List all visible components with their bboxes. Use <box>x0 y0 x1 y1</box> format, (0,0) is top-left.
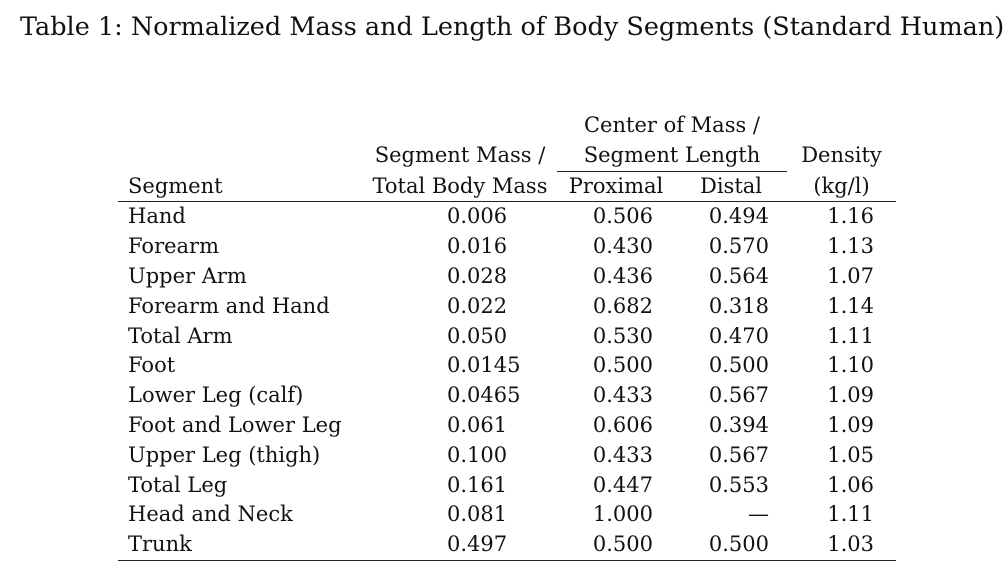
cell-mass: 0.081 <box>447 502 508 527</box>
cell-distal: — <box>748 502 769 527</box>
header-spacer <box>363 111 557 141</box>
table-row: Hand 0.006 0.506 0.494 1.16 <box>118 202 896 232</box>
cell-distal: 0.318 <box>708 293 769 318</box>
cell-distal: 0.567 <box>708 383 769 408</box>
cell-proximal: 0.530 <box>592 323 653 348</box>
table-caption: Table 1: Normalized Mass and Length of B… <box>20 12 1005 42</box>
cell-distal: 0.500 <box>708 353 769 378</box>
header-proximal: Proximal <box>557 171 675 203</box>
header-com-line1: Center of Mass / <box>583 113 761 137</box>
table-row: Upper Leg (thigh) 0.100 0.433 0.567 1.05 <box>118 441 896 471</box>
cell-density: 1.10 <box>827 353 874 378</box>
cell-proximal: 0.682 <box>592 293 653 318</box>
header-spacer <box>118 111 363 141</box>
cell-density: 1.11 <box>827 323 874 348</box>
table-body: Hand 0.006 0.506 0.494 1.16 Forearm 0.01… <box>118 202 896 561</box>
header-mass-line2: Total Body Mass <box>363 171 557 203</box>
table-row: Total Leg 0.161 0.447 0.553 1.06 <box>118 471 896 501</box>
cell-mass: 0.028 <box>447 263 508 288</box>
cell-segment: Total Leg <box>128 472 228 497</box>
table-row: Foot 0.0145 0.500 0.500 1.10 <box>118 351 896 381</box>
cell-proximal: 0.506 <box>592 204 653 229</box>
cell-segment: Upper Arm <box>128 263 247 288</box>
cell-proximal: 0.433 <box>592 442 653 467</box>
cell-mass: 0.100 <box>447 442 508 467</box>
cell-distal: 0.567 <box>708 442 769 467</box>
table-row: Foot and Lower Leg 0.061 0.606 0.394 1.0… <box>118 411 896 441</box>
header-spacer <box>787 111 896 141</box>
cell-segment: Upper Leg (thigh) <box>128 442 321 467</box>
cell-distal: 0.570 <box>708 234 769 259</box>
table-row: Upper Arm 0.028 0.436 0.564 1.07 <box>118 262 896 292</box>
cell-density: 1.03 <box>787 530 896 561</box>
cell-segment: Total Arm <box>128 323 233 348</box>
cell-mass: 0.022 <box>447 293 508 318</box>
table-row: Forearm 0.016 0.430 0.570 1.13 <box>118 232 896 262</box>
table-row: Total Arm 0.050 0.530 0.470 1.11 <box>118 322 896 352</box>
cell-distal: 0.500 <box>675 530 787 561</box>
cell-proximal: 1.000 <box>592 502 653 527</box>
cell-density: 1.09 <box>827 412 874 437</box>
header-spacer <box>118 141 363 171</box>
cell-proximal: 0.430 <box>592 234 653 259</box>
cell-mass: 0.016 <box>447 234 508 259</box>
cell-mass: 0.497 <box>363 530 557 561</box>
cell-distal: 0.553 <box>708 472 769 497</box>
cell-segment: Forearm <box>128 234 220 259</box>
cell-density: 1.06 <box>827 472 874 497</box>
body-segments-table: Center of Mass / Segment Mass / Segment … <box>118 111 896 561</box>
table-row: Trunk 0.497 0.500 0.500 1.03 <box>118 530 896 561</box>
cell-density: 1.13 <box>827 234 874 259</box>
cell-density: 1.16 <box>827 204 874 229</box>
cell-proximal: 0.500 <box>557 530 675 561</box>
cell-density: 1.14 <box>827 293 874 318</box>
cell-segment: Foot <box>128 353 176 378</box>
cell-segment: Lower Leg (calf) <box>128 383 304 408</box>
cell-proximal: 0.436 <box>592 263 653 288</box>
cell-distal: 0.564 <box>708 263 769 288</box>
cell-segment: Head and Neck <box>128 502 293 527</box>
cell-density: 1.11 <box>827 502 874 527</box>
cell-proximal: 0.606 <box>592 412 653 437</box>
header-com-line2: Segment Length <box>557 140 787 172</box>
cell-distal: 0.494 <box>708 204 769 229</box>
header-distal: Distal <box>675 171 787 203</box>
cell-density: 1.09 <box>827 383 874 408</box>
cell-proximal: 0.433 <box>592 383 653 408</box>
cell-proximal: 0.500 <box>592 353 653 378</box>
table-row: Lower Leg (calf) 0.0465 0.433 0.567 1.09 <box>118 381 896 411</box>
cell-distal: 0.470 <box>708 323 769 348</box>
cell-mass: 0.0145 <box>447 353 521 378</box>
cell-segment: Hand <box>128 204 186 229</box>
cell-density: 1.07 <box>827 263 874 288</box>
cell-proximal: 0.447 <box>592 472 653 497</box>
header-segment: Segment <box>118 171 363 203</box>
body-segments-table-container: Center of Mass / Segment Mass / Segment … <box>118 111 896 561</box>
cell-segment: Trunk <box>118 530 363 561</box>
cell-mass: 0.006 <box>447 204 508 229</box>
table-row: Head and Neck 0.081 1.000 — 1.11 <box>118 500 896 530</box>
cell-segment: Forearm and Hand <box>128 293 330 318</box>
cell-mass: 0.161 <box>447 472 508 497</box>
table-row: Forearm and Hand 0.022 0.682 0.318 1.14 <box>118 292 896 322</box>
header-density-line2: (kg/l) <box>787 171 896 203</box>
cell-mass: 0.050 <box>447 323 508 348</box>
header-mass-line1: Segment Mass / <box>374 143 546 168</box>
table-header: Center of Mass / Segment Mass / Segment … <box>118 111 896 203</box>
cell-mass: 0.0465 <box>447 383 521 408</box>
cell-distal: 0.394 <box>708 412 769 437</box>
cell-density: 1.05 <box>827 442 874 467</box>
cell-mass: 0.061 <box>447 412 508 437</box>
cell-segment: Foot and Lower Leg <box>128 412 342 437</box>
header-density-line1: Density <box>801 143 882 168</box>
